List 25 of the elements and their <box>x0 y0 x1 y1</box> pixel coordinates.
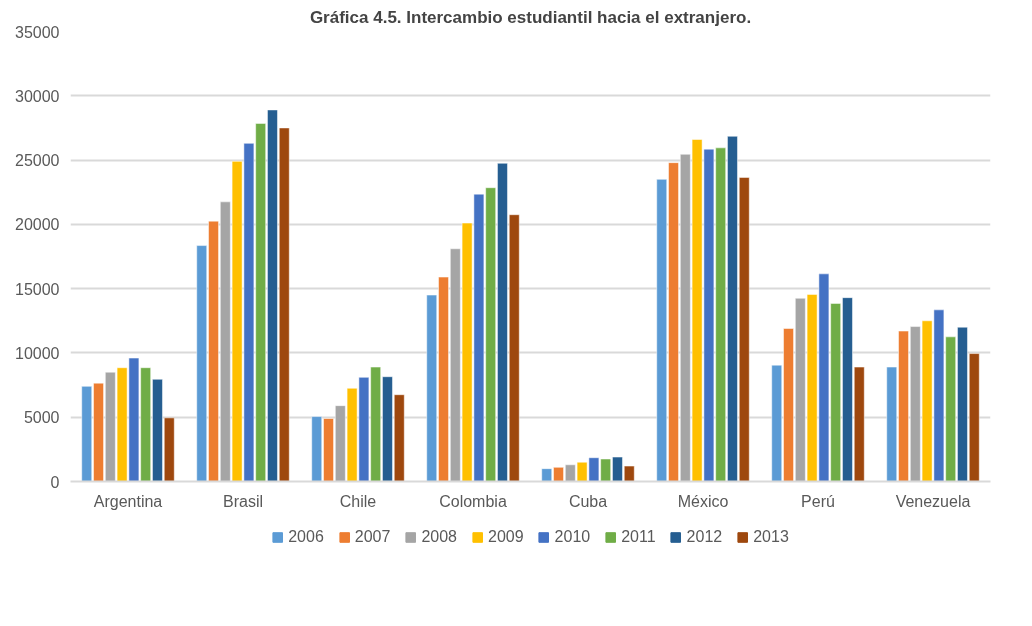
x-tick-label: Chile <box>339 492 377 510</box>
legend-label: 2007 <box>354 528 391 546</box>
y-tick-label: 25000 <box>15 152 60 170</box>
x-tick-label: Venezuela <box>895 492 971 510</box>
x-tick-label: Argentina <box>93 492 163 510</box>
y-tick-label: 15000 <box>15 280 60 298</box>
x-tick-label: Cuba <box>568 492 608 510</box>
y-tick-label: 10000 <box>15 344 60 362</box>
legend-label: 2006 <box>288 528 324 546</box>
y-tick-label: 20000 <box>15 216 60 234</box>
y-tick-label: 5000 <box>23 409 60 427</box>
y-tick-label: 35000 <box>15 23 60 41</box>
legend-label: 2009 <box>488 528 524 546</box>
legend-label: 2011 <box>621 528 656 546</box>
y-tick-label: 30000 <box>15 87 60 105</box>
chart-title: Gráfica 4.5. Intercambio estudiantil hacia el extranjero. <box>309 7 752 27</box>
x-tick-label: Brasil <box>223 492 264 510</box>
x-tick-label: Perú <box>801 492 835 510</box>
legend-label: 2013 <box>753 528 789 546</box>
y-tick-label: 0 <box>50 473 60 491</box>
legend-label: 2012 <box>686 528 723 546</box>
legend-label: 2010 <box>554 528 591 546</box>
x-tick-label: México <box>677 492 729 510</box>
x-tick-label: Colombia <box>439 492 507 510</box>
legend-label: 2008 <box>421 528 457 546</box>
